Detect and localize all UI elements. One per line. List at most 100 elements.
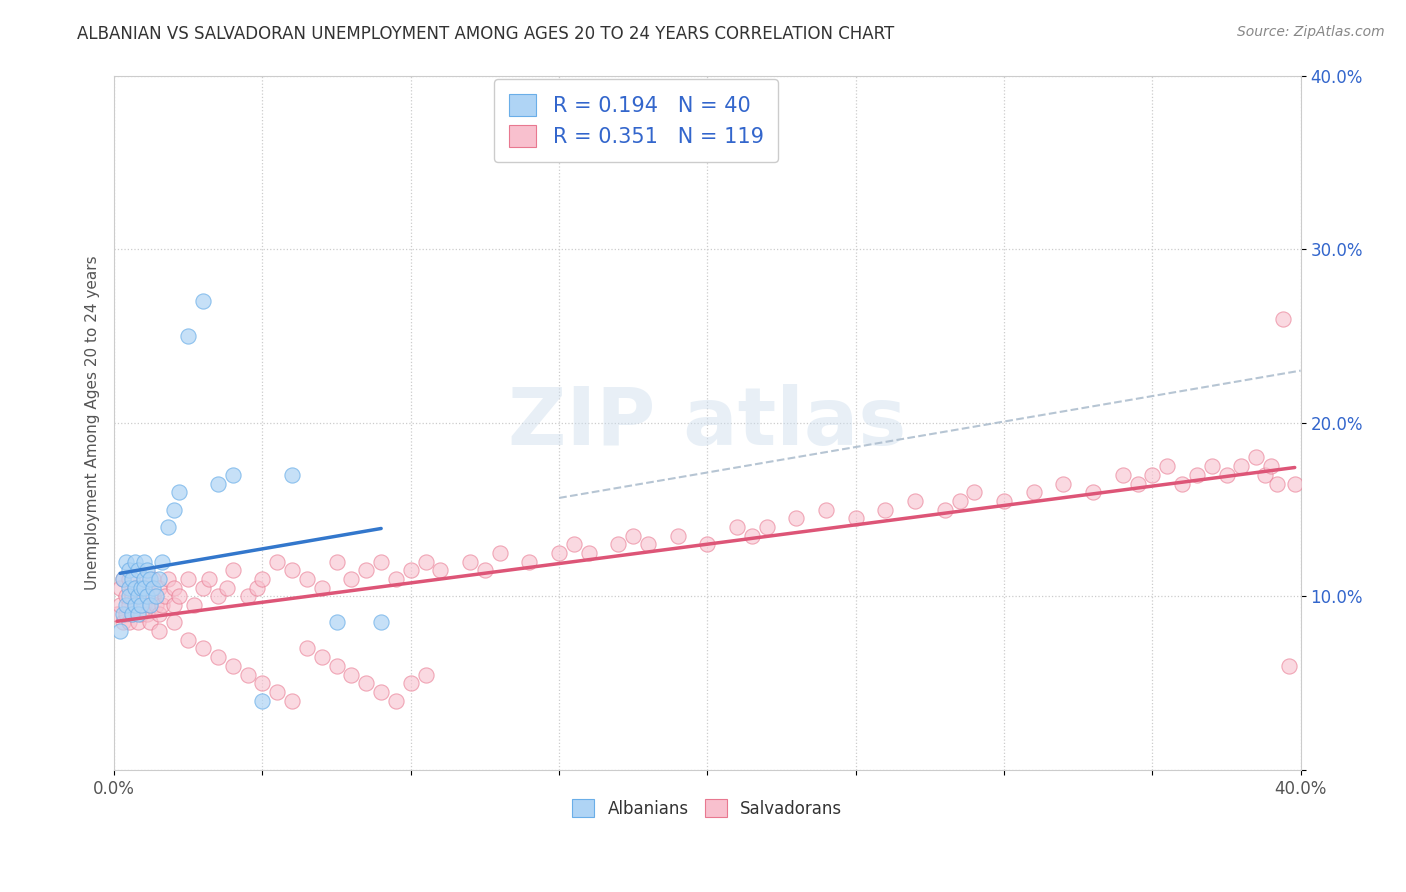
Point [1022,485,1045,500]
Point [207,590,229,604]
Point [252,693,274,707]
Point [963,485,986,500]
Point [266,555,288,569]
Point [1111,467,1133,482]
Point [142,581,165,595]
Point [637,537,659,551]
Point [118,590,141,604]
Point [222,467,245,482]
Point [132,555,155,569]
Point [266,685,288,699]
Point [311,650,333,665]
Point [325,555,347,569]
Point [156,572,179,586]
Point [115,598,138,612]
Point [177,329,200,343]
Point [548,546,571,560]
Point [370,615,392,630]
Point [115,555,138,569]
Point [121,607,143,621]
Text: ZIP atlas: ZIP atlas [508,384,907,462]
Point [1156,459,1178,474]
Point [108,581,131,595]
Legend: Albanians, Salvadorans: Albanians, Salvadorans [565,792,849,824]
Point [118,563,141,577]
Point [162,615,184,630]
Point [904,494,927,508]
Point [127,607,149,621]
Point [356,676,378,690]
Point [118,581,141,595]
Point [785,511,807,525]
Point [370,685,392,699]
Point [236,590,259,604]
Point [183,598,205,612]
Point [222,563,245,577]
Point [1201,459,1223,474]
Point [1265,476,1288,491]
Point [108,624,131,639]
Point [1081,485,1104,500]
Point [132,598,155,612]
Point [245,581,267,595]
Point [236,667,259,681]
Point [295,641,318,656]
Point [127,590,149,604]
Point [252,676,274,690]
Point [1230,459,1253,474]
Point [281,563,304,577]
Point [150,598,173,612]
Point [115,590,138,604]
Point [815,502,838,516]
Point [1284,476,1306,491]
Point [139,572,162,586]
Point [325,658,347,673]
Point [135,607,157,621]
Point [124,581,146,595]
Point [1215,467,1237,482]
Point [252,572,274,586]
Point [142,590,165,604]
Point [162,581,184,595]
Point [124,598,146,612]
Point [755,520,778,534]
Point [1185,467,1208,482]
Point [142,572,165,586]
Point [458,555,481,569]
Point [281,467,304,482]
Point [934,502,956,516]
Point [875,502,897,516]
Point [139,598,162,612]
Point [148,607,170,621]
Point [399,563,422,577]
Point [385,693,408,707]
Point [562,537,585,551]
Text: ALBANIAN VS SALVADORAN UNEMPLOYMENT AMONG AGES 20 TO 24 YEARS CORRELATION CHART: ALBANIAN VS SALVADORAN UNEMPLOYMENT AMON… [77,25,894,43]
Point [108,598,131,612]
Point [281,693,304,707]
Point [132,572,155,586]
Point [132,581,155,595]
Point [356,563,378,577]
Point [145,598,167,612]
Point [193,294,215,309]
Point [725,520,748,534]
Point [1254,467,1277,482]
Point [129,607,152,621]
Point [948,494,970,508]
Point [207,476,229,491]
Point [112,572,135,586]
Point [222,658,245,673]
Point [741,528,763,542]
Point [124,598,146,612]
Point [112,572,135,586]
Point [129,581,152,595]
Point [1260,459,1282,474]
Point [474,563,496,577]
Point [399,676,422,690]
Point [139,615,162,630]
Point [132,572,155,586]
Point [124,555,146,569]
Point [1171,476,1194,491]
Point [193,641,215,656]
